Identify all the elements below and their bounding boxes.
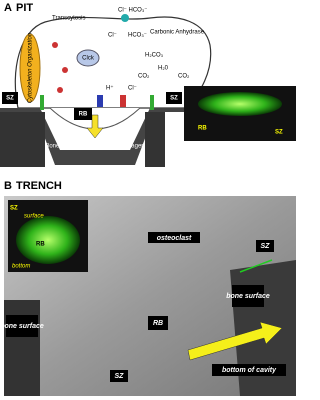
- chloride-channel: [120, 95, 126, 107]
- label: RB: [198, 126, 207, 132]
- arrow: [86, 114, 104, 139]
- panel-title: TRENCH: [16, 180, 62, 192]
- label: Carbonic Anhydrase: [150, 30, 205, 36]
- sealing-zone-line: [239, 259, 273, 273]
- label: RB: [79, 112, 88, 118]
- label: RB: [153, 320, 163, 327]
- exchanger: [121, 14, 129, 22]
- label: H⁺: [106, 85, 114, 92]
- label: SZ: [6, 96, 14, 102]
- label: bone surface: [226, 293, 270, 300]
- inset-fluorescence: [16, 216, 80, 264]
- label: Transcytosis: [52, 16, 85, 22]
- label: bone surface: [0, 323, 44, 330]
- vesicle: [57, 87, 63, 93]
- label-box: [6, 315, 38, 337]
- label-box: [2, 92, 18, 104]
- label: SZ: [115, 373, 125, 380]
- label: SZ: [10, 206, 18, 212]
- cytoskeleton-shape: [19, 33, 41, 103]
- label-box: [166, 92, 182, 104]
- label: SZ: [275, 130, 283, 136]
- proton-pump: [97, 95, 103, 107]
- vesicle: [52, 42, 58, 48]
- label: Cl⁻ HCO₃⁻: [118, 8, 147, 14]
- label: Bone: Hydroxyapatite Type I collagen: [45, 144, 144, 150]
- arrow: [187, 321, 283, 361]
- label: SZ: [261, 243, 271, 250]
- inset-fluorescence: [198, 92, 282, 116]
- label: CO₂: [178, 74, 190, 80]
- label: bottom of cavity: [222, 367, 277, 374]
- label-box: [232, 285, 264, 307]
- label-box: [74, 108, 92, 120]
- clck-label: Clck: [82, 56, 95, 62]
- panel-title: PIT: [16, 2, 33, 14]
- label: H₂CO₃: [145, 53, 164, 59]
- label: H₂0: [158, 66, 169, 72]
- label: SZ: [170, 96, 178, 102]
- label-box: [110, 370, 128, 382]
- label: osteoclast: [157, 235, 192, 242]
- label: bottom: [12, 264, 30, 270]
- bone: [0, 108, 240, 165]
- label: CO₂: [138, 74, 150, 80]
- label: Cl⁻: [108, 33, 117, 39]
- panel-letter: A: [4, 2, 12, 14]
- label: surface: [24, 214, 44, 220]
- bone-left: [0, 112, 45, 167]
- sealing-zone: [150, 95, 154, 110]
- label-box: [148, 232, 200, 243]
- label-box: [256, 240, 274, 252]
- label: HCO₃⁻: [128, 33, 147, 39]
- clck-shape: [76, 49, 100, 67]
- bone-right: [145, 112, 165, 167]
- label: Cl⁻: [128, 86, 137, 92]
- label: RB: [36, 242, 45, 248]
- sealing-zone: [40, 95, 44, 110]
- cytoskeleton-label: Cytoskeleton Organization: [28, 32, 34, 103]
- bone-dark: [4, 300, 40, 396]
- panel-letter: B: [4, 180, 12, 192]
- vesicle: [62, 67, 68, 73]
- label-box: [148, 316, 168, 330]
- label-box: [212, 364, 286, 376]
- figure: A PIT Cytoskeleton Organization Clck Tra…: [0, 2, 296, 396]
